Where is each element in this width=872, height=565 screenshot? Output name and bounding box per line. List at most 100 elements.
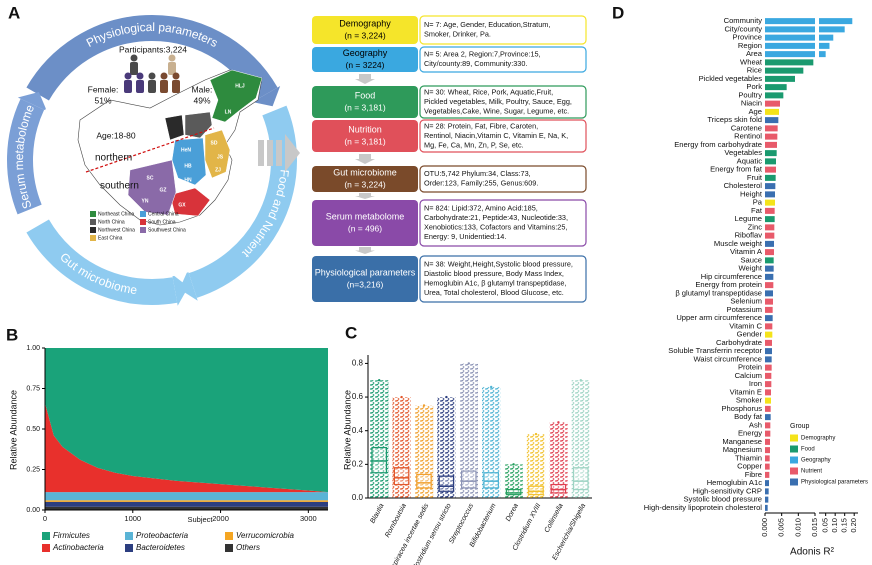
legend-swatch [790,445,798,453]
box-desc-line: Pickled vegetables, Milk, Poultry, Sauce… [424,97,572,106]
category-label: Triceps skin fold [707,115,762,124]
strip-top [534,432,538,436]
box-n: (n = 3,181) [344,136,386,146]
box-desc-line: N= 824: Lipid:372, Amino Acid:185, [424,204,538,213]
bar [765,372,772,379]
x-axis-label: Adonis R² [790,547,835,558]
y-axis-label: Relative Abundance [8,390,18,470]
category-label: Waist circumference [694,354,763,363]
box-title-bg [312,166,418,192]
box-desc-line: N= 30: Wheat, Rice, Pork, Aquatic,Fruit, [424,87,553,96]
region-label: Northeast China [98,211,134,217]
box-title: Demography [339,18,391,28]
legend-label: Physiological parameters [801,480,868,486]
panel-label: D [612,3,624,22]
person-body [124,80,132,93]
person-head [160,72,168,80]
male-label: Male: [192,84,213,94]
legend-label: Firmicutes [53,531,90,540]
legend-label: Actinobacteria [52,543,104,552]
flow-arrow [355,247,375,254]
box-desc-bg [419,165,587,193]
category-label: Pa [753,198,763,207]
category-label: Hemoglubin A1c [707,478,763,487]
box-desc-line: N= 28: Protein, Fat, Fibre, Caroten, [424,121,538,130]
area-series [45,348,328,493]
legend-label: Bacteroidetes [136,543,185,552]
bar-extension [819,26,845,33]
x-tick-label: Blautia [369,502,385,524]
bar [765,331,773,338]
panel-label: C [345,323,357,342]
category-label: Rentinol [734,132,762,141]
x-tick-label: 0.005 [777,518,786,537]
ring-arc [26,219,178,305]
box-body [483,472,499,489]
category-label: City/county [724,24,762,33]
box-title: Food [355,90,376,100]
person-body [130,62,138,75]
bar [765,249,774,256]
strip [571,380,590,498]
ring-arc [188,105,297,298]
box-title: Physiological parameters [315,267,416,277]
box-desc-bg [419,15,587,45]
bar [765,207,775,214]
x-tick-label: 0.10 [830,518,839,533]
x-tick-label: Romboutsia [384,502,408,538]
flow-arrow [355,74,375,84]
x-axis-label: Subject [187,515,213,524]
bar [765,463,770,470]
category-label: Vitamin A [730,247,763,256]
strip [459,363,478,498]
participants: Participants:3,224 [119,44,187,54]
y-tick-label: 0.75 [26,385,40,392]
flow-arrow [355,154,375,164]
x-tick-label: 0.15 [840,518,849,533]
category-label: Carbohydrate [716,338,762,347]
category-label: Copper [737,462,762,471]
bar [765,480,769,487]
category-label: Systolic blood pressure [683,495,762,504]
strip [526,434,546,498]
bar [765,34,815,41]
y-tick-label: 0.6 [352,392,364,401]
y-tick-label: 0.00 [26,507,40,514]
category-label: Energy from fat [710,165,763,174]
x-tick-label: 0.015 [810,518,819,537]
region-swatch [90,227,96,233]
box-title-bg [312,16,418,44]
bar [765,488,769,495]
map-region [127,159,177,216]
big-arrow-bar [267,140,273,166]
category-label: Gender [737,330,763,339]
category-label: Body fat [734,412,763,421]
region-label: Central China [148,211,179,217]
bar [765,59,814,66]
y-tick-label: 1.00 [26,345,40,352]
bar [765,92,784,99]
province-label: HLJ [235,83,245,89]
bar [765,199,775,206]
bar [765,150,777,157]
box-desc-bg [419,199,587,247]
box-desc-bg [419,119,587,153]
box-desc-line: Energy: 9, Unidentied:14. [424,232,506,241]
person-body [148,80,156,93]
category-label: High-sensitivity CRP [693,486,762,495]
x-tick-label: 3000 [300,514,317,523]
strip-top [378,379,381,382]
bar [765,422,771,429]
strip [437,397,456,498]
bar [765,26,815,33]
north-label: northern [95,153,132,164]
strip-top [400,395,403,399]
person-body [168,62,176,75]
box-desc-line: Vegetables,Cake, Wine, Sugar, Legume, et… [424,106,569,115]
legend-swatch [125,544,133,552]
big-arrow-bar [276,140,282,166]
ring-arrowhead [172,274,189,306]
region-label: South China [148,219,176,225]
x-tick-label: 0.20 [849,518,858,533]
strip-top [490,385,493,389]
